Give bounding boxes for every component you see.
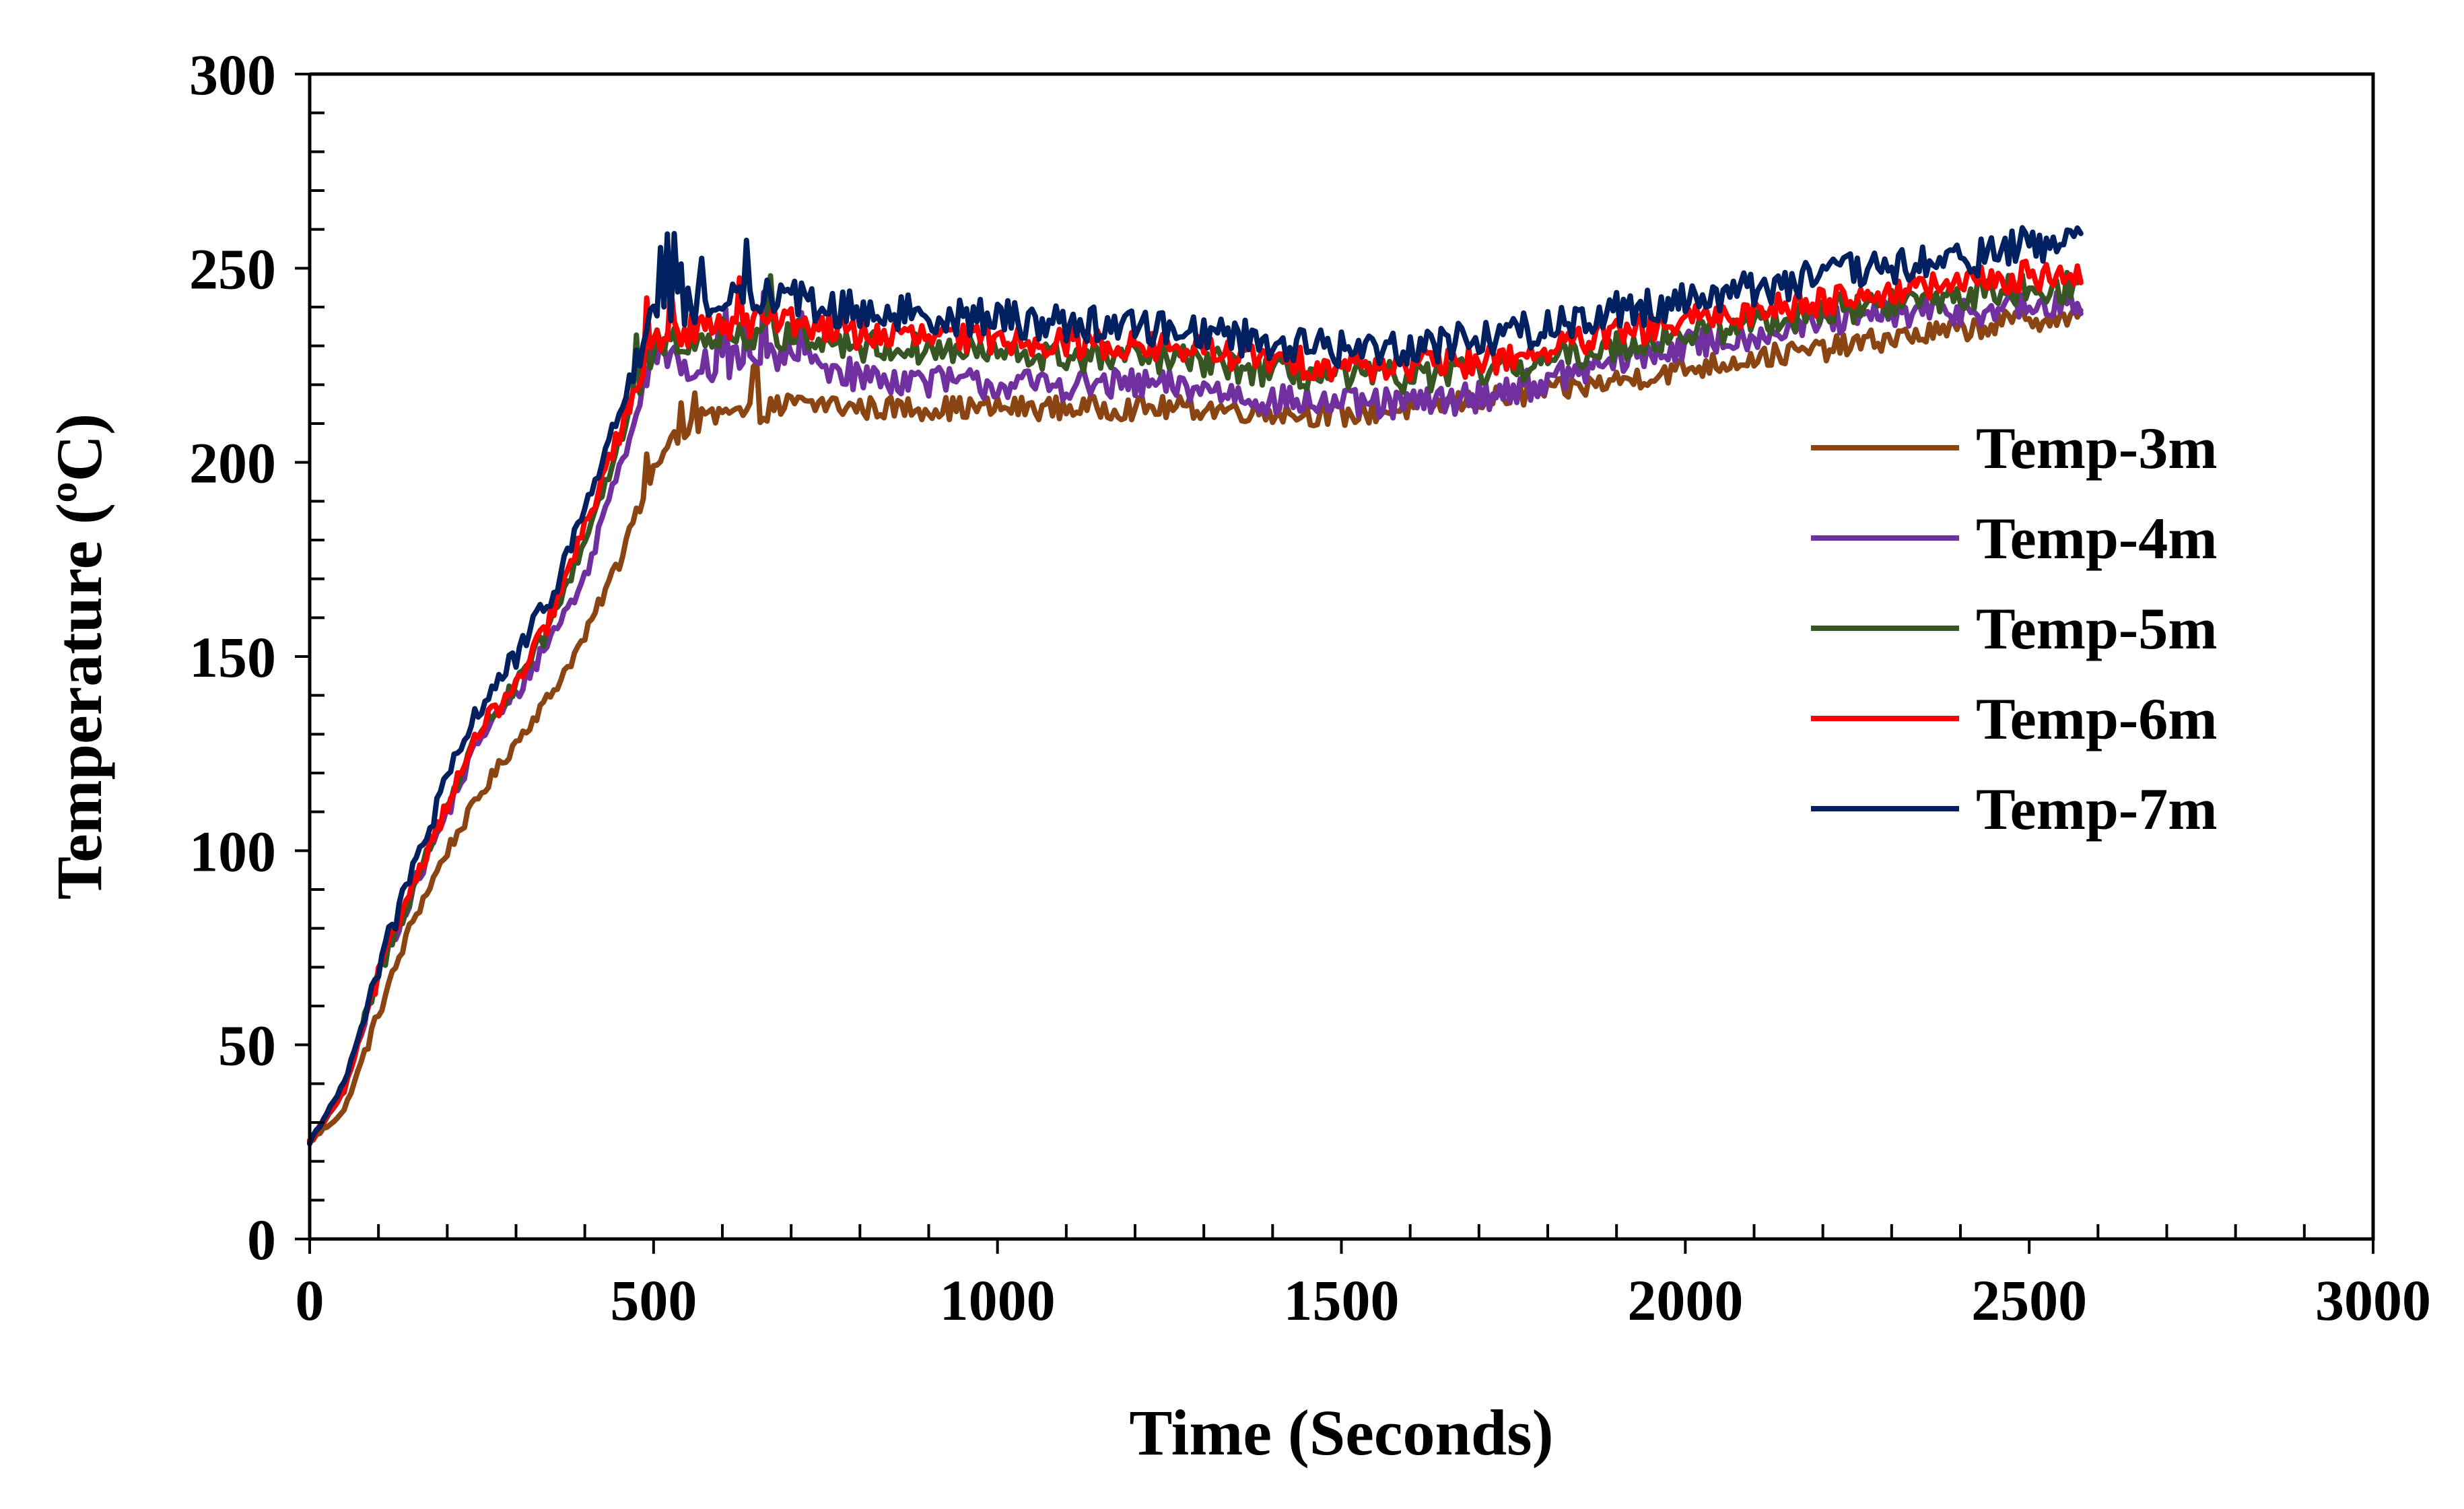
series-line-temp-6m — [307, 259, 2084, 1143]
series-line-temp-5m — [307, 269, 2084, 1145]
x-tick-label: 3000 — [2315, 1268, 2431, 1333]
tick-labels: 0 500 1000 1500 2000 2500 3000 0 50 100 150 200 250 3… — [189, 42, 2431, 1333]
x-tick-label: 1500 — [1284, 1268, 1400, 1333]
legend-label: Temp-3m — [1976, 416, 2218, 481]
x-tick-label: 2500 — [1971, 1268, 2087, 1333]
legend-label: Temp-5m — [1976, 597, 2218, 662]
legend-item: Temp-4m — [1811, 506, 2218, 572]
y-tick-label: 150 — [189, 625, 276, 690]
x-tick-label: 2000 — [1627, 1268, 1743, 1333]
x-tick-label: 1000 — [940, 1268, 1056, 1333]
ticks-group — [295, 73, 2374, 1254]
y-tick-label: 100 — [189, 819, 276, 883]
y-axis-title: Temperature (ºC) — [43, 413, 115, 900]
x-tick-label: 500 — [610, 1268, 697, 1333]
y-tick-label: 250 — [189, 236, 276, 301]
legend-label: Temp-4m — [1976, 506, 2218, 572]
y-tick-label: 200 — [189, 431, 276, 496]
legend-item: Temp-5m — [1811, 597, 2218, 662]
legend-item: Temp-7m — [1811, 777, 2218, 842]
y-tick-label: 0 — [247, 1207, 276, 1272]
legend-item: Temp-6m — [1811, 687, 2218, 752]
legend-item: Temp-3m — [1811, 416, 2218, 481]
series-line-temp-7m — [307, 225, 2084, 1146]
series-line-temp-4m — [307, 290, 2084, 1147]
series-line-temp-3m — [307, 306, 2084, 1144]
x-axis-title: Time (Seconds) — [1129, 1397, 1553, 1469]
series-group — [307, 225, 2084, 1147]
legend-label: Temp-6m — [1976, 687, 2218, 752]
x-tick-label: 0 — [296, 1268, 324, 1333]
legend-label: Temp-7m — [1976, 777, 2218, 842]
legend: Temp-3m Temp-4m Temp-5m Temp-6m Temp-7m — [1811, 416, 2218, 842]
y-tick-label: 50 — [218, 1013, 276, 1078]
y-tick-label: 300 — [189, 42, 276, 107]
